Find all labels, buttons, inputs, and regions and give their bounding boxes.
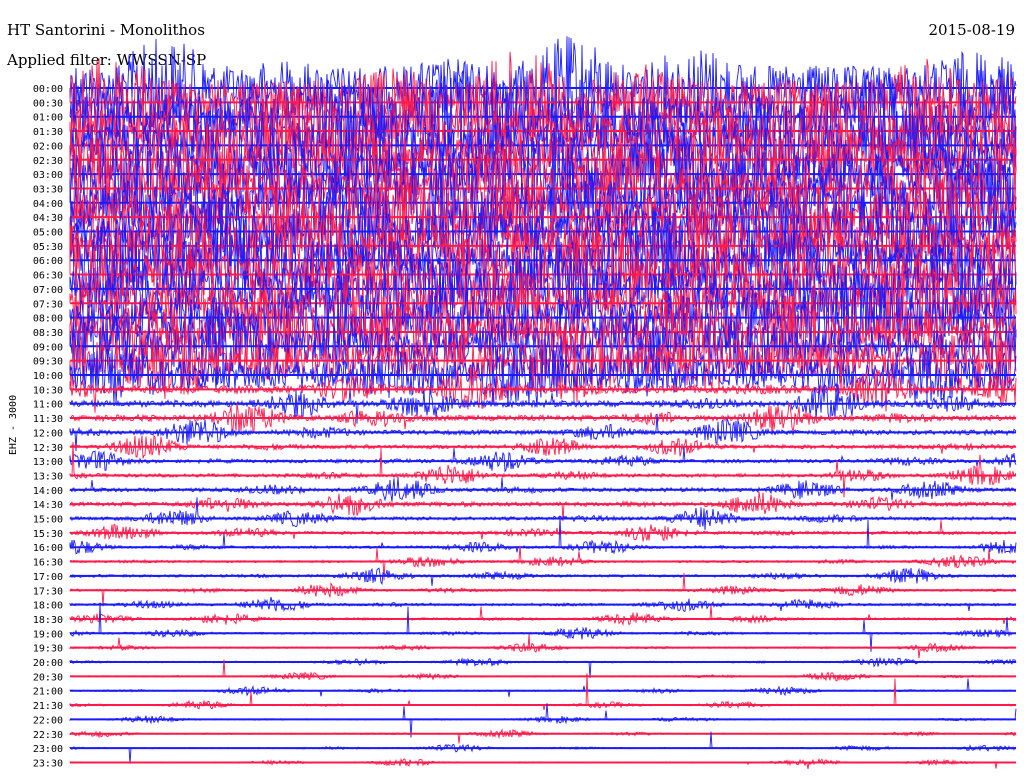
row-time-label: 16:30 [33, 558, 63, 569]
filter-label: Applied filter: WWSSN-SP [6, 51, 206, 69]
time-tick-labels: 00:00 00:30 01:00 01:30 02:00 02:30 03:00 03:30… [33, 84, 63, 769]
row-time-label: 06:30 [33, 271, 63, 282]
row-time-label: 13:00 [33, 457, 63, 468]
row-time-label: 11:30 [33, 414, 63, 425]
date-label: 2015-08-19 [929, 21, 1015, 39]
row-time-label: 12:30 [33, 443, 63, 454]
trace-row [69, 342, 1017, 408]
row-time-label: 20:00 [33, 658, 63, 669]
trace-row [69, 757, 1017, 769]
trace-row [69, 728, 1017, 744]
row-time-label: 16:00 [33, 543, 63, 554]
row-time-label: 00:30 [33, 98, 63, 109]
trace-row [69, 239, 1017, 335]
row-time-label: 21:00 [33, 687, 63, 698]
trace-rows [69, 36, 1017, 769]
trace-row [69, 497, 1017, 531]
row-time-label: 22:30 [33, 730, 63, 741]
row-time-label: 18:30 [33, 615, 63, 626]
trace-row [69, 491, 1017, 522]
row-time-label: 11:00 [33, 400, 63, 411]
trace-row [69, 602, 1017, 652]
row-time-label: 22:00 [33, 715, 63, 726]
row-time-label: 10:00 [33, 371, 63, 382]
row-time-label: 07:30 [33, 299, 63, 310]
row-time-label: 17:00 [33, 572, 63, 583]
station-title: HT Santorini - Monolithos [7, 21, 205, 39]
trace-row [69, 286, 1017, 375]
row-time-label: 07:00 [33, 285, 63, 296]
row-time-label: 04:30 [33, 213, 63, 224]
row-time-label: 01:30 [33, 127, 63, 138]
row-time-label: 23:30 [33, 758, 63, 769]
row-time-label: 03:00 [33, 170, 63, 181]
trace-row [69, 520, 1017, 542]
row-time-label: 19:30 [33, 644, 63, 655]
row-time-label: 05:00 [33, 228, 63, 239]
row-time-label: 03:30 [33, 184, 63, 195]
trace-row [69, 355, 1017, 413]
row-time-label: 02:00 [33, 141, 63, 152]
row-time-label: 21:30 [33, 701, 63, 712]
channel-label: EHZ - 3000 [8, 395, 19, 455]
trace-row [69, 605, 1017, 626]
row-time-label: 01:00 [33, 113, 63, 124]
row-time-label: 06:00 [33, 256, 63, 267]
row-time-label: 15:00 [33, 515, 63, 526]
trace-row [69, 107, 1017, 212]
trace-row [69, 634, 1017, 659]
trace-row [69, 185, 1017, 283]
row-time-label: 08:30 [33, 328, 63, 339]
row-time-label: 12:00 [33, 428, 63, 439]
row-time-label: 02:30 [33, 156, 63, 167]
trace-row [69, 447, 1017, 473]
row-time-label: 14:00 [33, 486, 63, 497]
row-time-label: 19:00 [33, 629, 63, 640]
row-time-label: 17:30 [33, 586, 63, 597]
row-time-label: 04:00 [33, 199, 63, 210]
row-time-label: 10:30 [33, 385, 63, 396]
trace-row [69, 656, 1017, 678]
trace-row [69, 678, 1017, 697]
row-time-label: 08:00 [33, 314, 63, 325]
row-time-label: 18:00 [33, 601, 63, 612]
row-time-label: 09:30 [33, 357, 63, 368]
row-time-label: 15:30 [33, 529, 63, 540]
row-time-label: 09:00 [33, 342, 63, 353]
row-time-label: 23:00 [33, 744, 63, 755]
row-time-label: 20:30 [33, 672, 63, 683]
row-time-label: 00:00 [33, 84, 63, 95]
trace-row [69, 403, 1017, 436]
row-time-label: 05:30 [33, 242, 63, 253]
row-time-label: 13:30 [33, 471, 63, 482]
row-time-label: 14:30 [33, 500, 63, 511]
